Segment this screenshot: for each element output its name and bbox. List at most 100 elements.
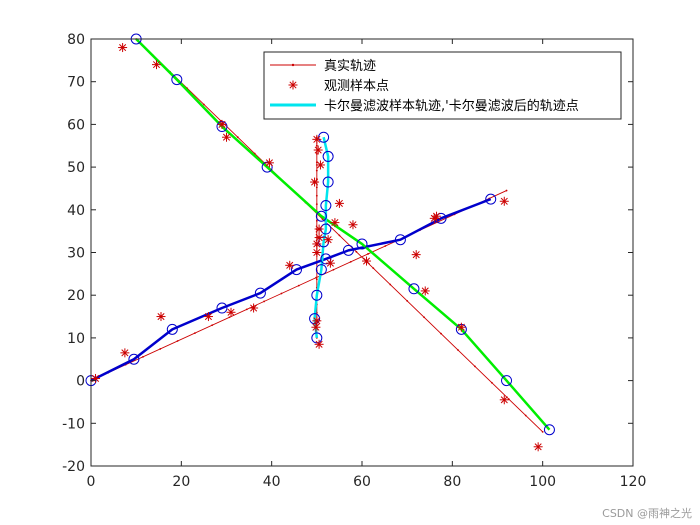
observation-point xyxy=(264,158,274,168)
true-track-dot xyxy=(315,144,318,147)
true-track-dot xyxy=(372,267,375,270)
observation-point xyxy=(312,316,322,326)
true-track-dot xyxy=(315,186,318,189)
observation-point xyxy=(311,322,321,332)
true-track-dot xyxy=(176,340,179,342)
y-tick-label: 0 xyxy=(76,374,85,390)
legend-swatch-true-dot xyxy=(291,63,295,67)
legend-label-kalman: 卡尔曼滤波样本轨迹,'卡尔曼滤波后的轨迹点 xyxy=(324,98,579,114)
true-track-dot xyxy=(315,169,318,172)
legend-box xyxy=(263,51,622,120)
observation-point xyxy=(217,119,227,129)
kalman-track-line xyxy=(90,197,492,382)
x-tick-label: 80 xyxy=(443,474,461,490)
kalman-point xyxy=(322,176,334,188)
kalman-point xyxy=(216,302,228,314)
observation-point xyxy=(456,322,466,332)
true-track-dot xyxy=(338,234,341,237)
observation-point xyxy=(151,60,161,70)
observation-point xyxy=(314,339,324,349)
observation-point xyxy=(312,248,322,257)
kalman-track-line xyxy=(135,38,551,431)
y-tick-label: 70 xyxy=(67,75,85,91)
observation-point xyxy=(226,307,236,317)
true-track-dot xyxy=(263,300,266,303)
x-tick-label: 0 xyxy=(87,474,96,490)
watermark: CSDN @雨神之光 xyxy=(602,507,692,520)
x-tick-label: 100 xyxy=(529,474,556,490)
true-track-dot xyxy=(280,292,283,295)
kalman-track-line xyxy=(313,136,330,339)
observation-point xyxy=(325,258,335,268)
legend: 真实轨迹 观测样本点 卡尔曼滤波样本轨迹,'卡尔曼滤波后的轨迹点 xyxy=(263,51,622,120)
true-track-dot xyxy=(142,355,144,358)
observation-point xyxy=(334,198,344,208)
true-track-dot xyxy=(457,349,459,351)
y-tick-label: 80 xyxy=(67,32,85,48)
true-track-dot xyxy=(236,136,239,139)
true-track-dot xyxy=(245,308,248,311)
kalman-point xyxy=(320,200,332,212)
legend-label-observations: 观测样本点 xyxy=(324,79,389,94)
observation-point xyxy=(156,312,166,322)
legend-swatch-observation xyxy=(288,80,298,90)
true-track-dot xyxy=(355,250,358,253)
true-track-dot xyxy=(332,268,335,271)
observation-point xyxy=(310,177,320,187)
observation-point xyxy=(314,233,324,243)
true-track-dot xyxy=(315,278,318,281)
kalman-point xyxy=(291,264,303,276)
kalman-point xyxy=(311,289,323,301)
observation-point xyxy=(314,224,324,234)
kalman-point xyxy=(394,234,406,246)
observation-point xyxy=(499,196,509,206)
observation-point xyxy=(330,218,340,228)
true-track-dot xyxy=(315,194,318,197)
tick-layer: 0 20 40 60 80 100 120 -20 -10 0 10 20 30 40 50 60 70 80 xyxy=(62,32,646,490)
kalman-point xyxy=(501,375,513,387)
true-track-dot xyxy=(474,365,476,368)
true-track-dot xyxy=(389,283,392,286)
true-track-dot xyxy=(440,332,442,335)
true-track-dot xyxy=(315,219,318,222)
true-track-dot xyxy=(490,381,493,384)
true-track-dot xyxy=(315,203,318,206)
true-track-dot xyxy=(541,430,544,433)
observation-point xyxy=(420,286,430,296)
observation-point xyxy=(313,145,323,155)
observation-point xyxy=(312,134,322,144)
y-tick-label: -10 xyxy=(62,416,85,432)
legend-label-true-track: 真实轨迹 xyxy=(324,59,376,74)
observation-point xyxy=(120,348,130,358)
observation-point xyxy=(362,256,372,266)
observation-point xyxy=(91,373,101,383)
true-track-dot xyxy=(423,316,426,319)
observation-point xyxy=(285,260,295,270)
true-track-dot xyxy=(524,414,527,417)
x-tick-label: 40 xyxy=(263,474,281,490)
observation-point xyxy=(411,250,421,260)
x-tick-label: 20 xyxy=(172,474,190,490)
observation-point xyxy=(323,235,333,245)
x-tick-label: 120 xyxy=(620,474,647,490)
true-track-dot xyxy=(297,284,300,287)
kalman-point xyxy=(128,353,140,365)
observation-point xyxy=(222,132,231,142)
observation-point xyxy=(249,303,259,313)
observation-point xyxy=(348,220,358,230)
kalman-point xyxy=(171,74,183,86)
kalman-point xyxy=(311,332,323,344)
data-layer xyxy=(85,33,555,452)
true-track-dot xyxy=(159,348,162,350)
kalman-point xyxy=(543,424,555,436)
kalman-point xyxy=(356,238,368,250)
observation-point xyxy=(203,312,213,322)
x-tick-label: 60 xyxy=(353,474,371,490)
kalman-point xyxy=(322,150,334,162)
kalman-point xyxy=(485,193,497,205)
kalman-point xyxy=(315,264,327,276)
true-track-dot xyxy=(193,332,196,334)
true-track-dot xyxy=(315,153,318,155)
kalman-point xyxy=(315,210,327,222)
